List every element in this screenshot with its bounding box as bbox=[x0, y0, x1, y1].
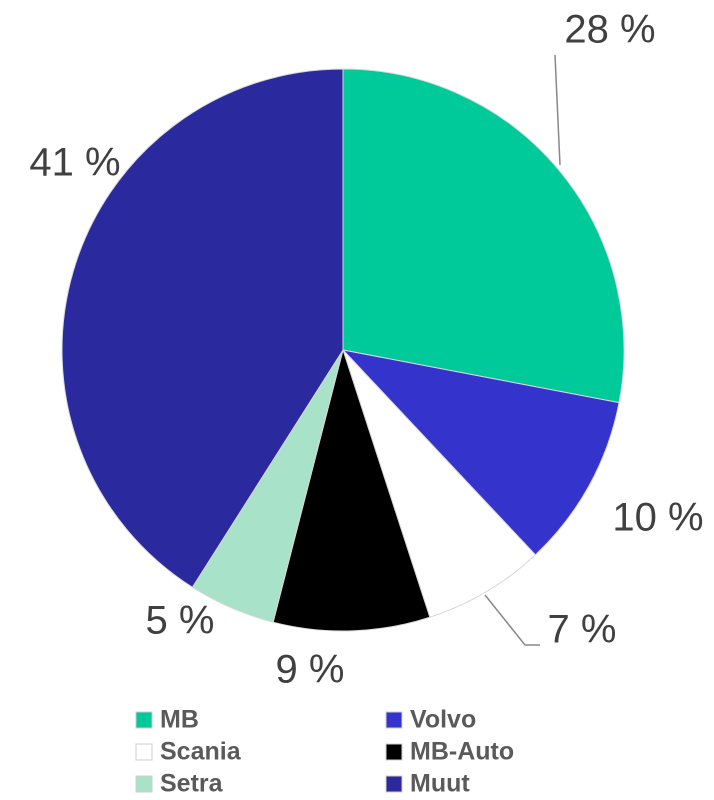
legend-swatch bbox=[385, 775, 403, 793]
legend-swatch bbox=[135, 743, 153, 761]
pie-slice bbox=[272, 348, 431, 632]
data-label: 7 % bbox=[548, 608, 617, 652]
leader-line bbox=[484, 594, 540, 646]
legend-label: Setra bbox=[160, 770, 224, 798]
pie-slice bbox=[342, 349, 537, 618]
data-label: 41 % bbox=[29, 141, 120, 185]
data-label: 10 % bbox=[612, 496, 703, 540]
pie-slice bbox=[61, 68, 344, 588]
legend-label: MB-Auto bbox=[410, 738, 514, 766]
pie-slice bbox=[342, 68, 625, 404]
data-label: 9 % bbox=[276, 648, 345, 692]
legend-swatch bbox=[385, 711, 403, 729]
legend-swatch bbox=[135, 711, 153, 729]
legend-label: Muut bbox=[410, 770, 470, 798]
pie-slice bbox=[341, 349, 620, 556]
data-label: 5 % bbox=[146, 599, 215, 643]
data-label: 28 % bbox=[564, 8, 655, 52]
legend-swatch bbox=[385, 743, 403, 761]
legend-swatch bbox=[135, 775, 153, 793]
legend-label: MB bbox=[160, 706, 199, 734]
leader-line bbox=[554, 54, 561, 166]
legend-label: Volvo bbox=[410, 706, 476, 734]
legend-label: Scania bbox=[160, 738, 242, 766]
